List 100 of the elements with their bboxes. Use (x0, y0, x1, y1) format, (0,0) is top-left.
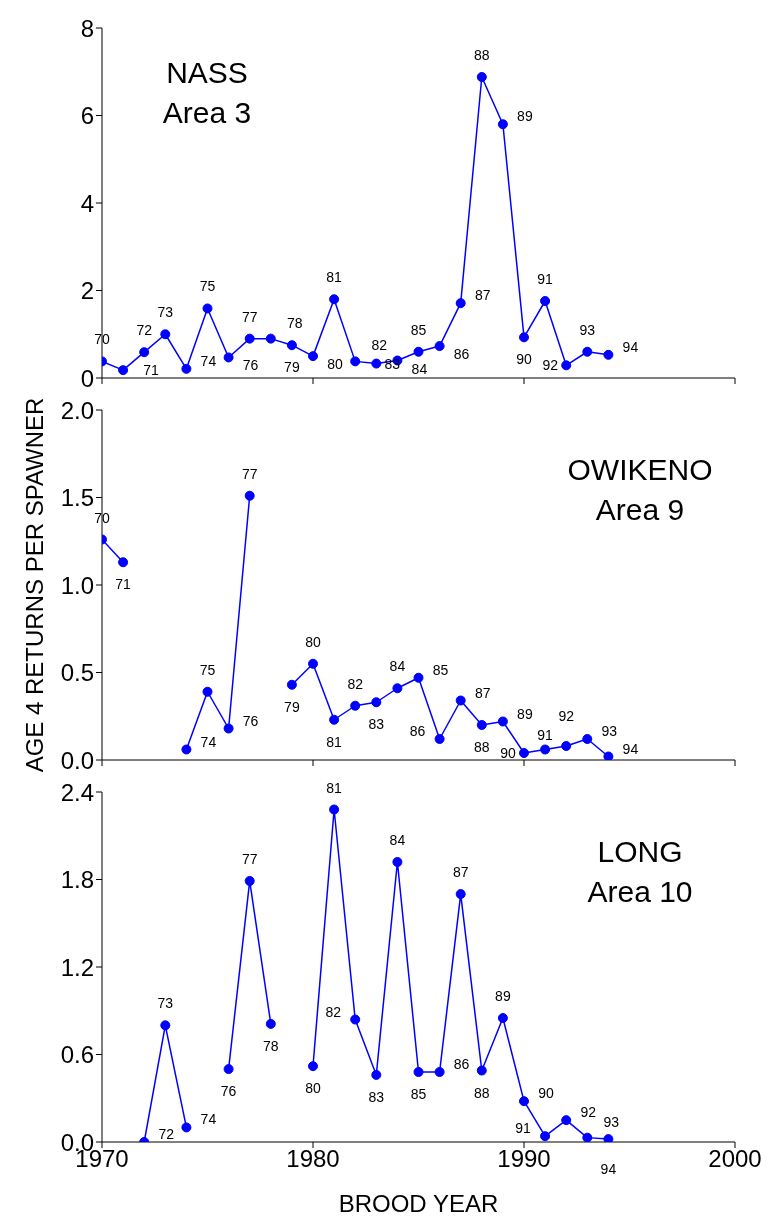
y-tick-label: 0.0 (60, 746, 94, 774)
annotation: 91 (537, 726, 554, 743)
annotation: 77 (241, 850, 258, 867)
annotation: 74 (200, 352, 217, 369)
point (244, 875, 255, 886)
point (223, 1064, 234, 1075)
point (413, 1067, 424, 1077)
annotation: 81 (326, 779, 343, 796)
annotation: 83 (368, 1088, 385, 1105)
point (476, 720, 487, 730)
annotation: 73 (157, 304, 174, 321)
point (223, 723, 234, 734)
annotation: 82 (371, 337, 388, 354)
annotation: 89 (517, 108, 533, 125)
point (497, 1013, 508, 1024)
point (371, 1069, 382, 1080)
point (455, 695, 466, 706)
annotation: 92 (580, 1104, 597, 1121)
point (181, 744, 192, 755)
point (265, 333, 276, 344)
point (118, 557, 129, 568)
annotation: 91 (537, 271, 554, 287)
point (476, 72, 487, 82)
annotation: 88 (474, 1084, 490, 1101)
annotation: 94 (622, 740, 639, 757)
annotation: 90 (500, 745, 516, 761)
point (160, 1020, 171, 1031)
point (202, 686, 213, 697)
annotation: 85 (432, 661, 449, 678)
annotation: 89 (495, 988, 511, 1005)
point (308, 658, 318, 669)
x-tick-label: 1980 (286, 1145, 340, 1173)
x-axis-title: BROOD YEAR (338, 1190, 499, 1217)
annotation: 80 (305, 633, 321, 650)
annotation: 75 (199, 661, 216, 678)
point (561, 1115, 572, 1126)
point (434, 1067, 445, 1077)
annotation: 87 (452, 864, 469, 881)
annotation: 70 (94, 509, 110, 526)
annotation: 84 (389, 658, 406, 675)
annotation: 72 (136, 322, 153, 339)
annotation: 79 (284, 698, 300, 715)
y-tick-label: 4 (80, 189, 94, 217)
y-tick-label: 1.8 (60, 866, 94, 894)
annotation: 79 (284, 359, 300, 376)
point (582, 734, 593, 744)
point (329, 804, 340, 815)
annotation: 80 (327, 356, 343, 373)
point (603, 349, 614, 360)
annotation: Area 9 (594, 492, 686, 528)
point (265, 1018, 276, 1029)
annotation: 76 (242, 712, 259, 729)
annotation: 76 (220, 1083, 237, 1100)
annotation: 84 (389, 832, 406, 848)
annotation: 72 (158, 1126, 175, 1142)
point (455, 298, 466, 309)
annotation: 74 (200, 1111, 217, 1128)
point (286, 679, 297, 690)
point (329, 714, 340, 725)
point (540, 1131, 551, 1142)
point (519, 332, 529, 343)
y-tick-label: 0.5 (60, 659, 94, 687)
annotation: 81 (326, 269, 343, 286)
point (603, 1134, 614, 1142)
x-tick-label: 2000 (708, 1145, 762, 1173)
y-tick-label: 8 (80, 14, 94, 42)
annotation: 78 (263, 1037, 279, 1054)
point (244, 333, 255, 344)
annotation: 87 (474, 287, 491, 304)
y-tick-label: 0.6 (60, 1041, 94, 1069)
point (308, 351, 318, 362)
annotation: OWIKENO (566, 452, 714, 488)
point (413, 346, 424, 357)
annotation: 83 (368, 716, 385, 733)
point (308, 1061, 318, 1072)
annotation: Area 3 (161, 95, 253, 131)
annotation: 80 (305, 1080, 321, 1097)
annotation: 85 (410, 321, 427, 338)
point (160, 329, 171, 340)
point (519, 1096, 529, 1107)
point (582, 346, 593, 357)
point (434, 734, 445, 744)
point (371, 697, 382, 708)
annotation: 85 (410, 1086, 427, 1102)
annotation: 90 (516, 351, 532, 368)
y-tick-label: 2.4 (60, 778, 94, 806)
y-axis-title: AGE 4 RETURNS PER SPAWNER (20, 397, 48, 773)
annotation: 82 (325, 1003, 342, 1020)
annotation: 71 (143, 362, 160, 379)
point (476, 1065, 487, 1076)
annotation: NASS (165, 55, 249, 91)
x-tick-label: 1990 (497, 1145, 551, 1173)
point (561, 360, 572, 371)
annotation: 77 (241, 465, 258, 482)
annotation: 94 (622, 338, 639, 355)
point (455, 889, 466, 900)
y-tick-label: 6 (80, 102, 94, 130)
annotation: 92 (542, 357, 559, 374)
annotation: 88 (474, 739, 490, 755)
point (561, 741, 572, 751)
